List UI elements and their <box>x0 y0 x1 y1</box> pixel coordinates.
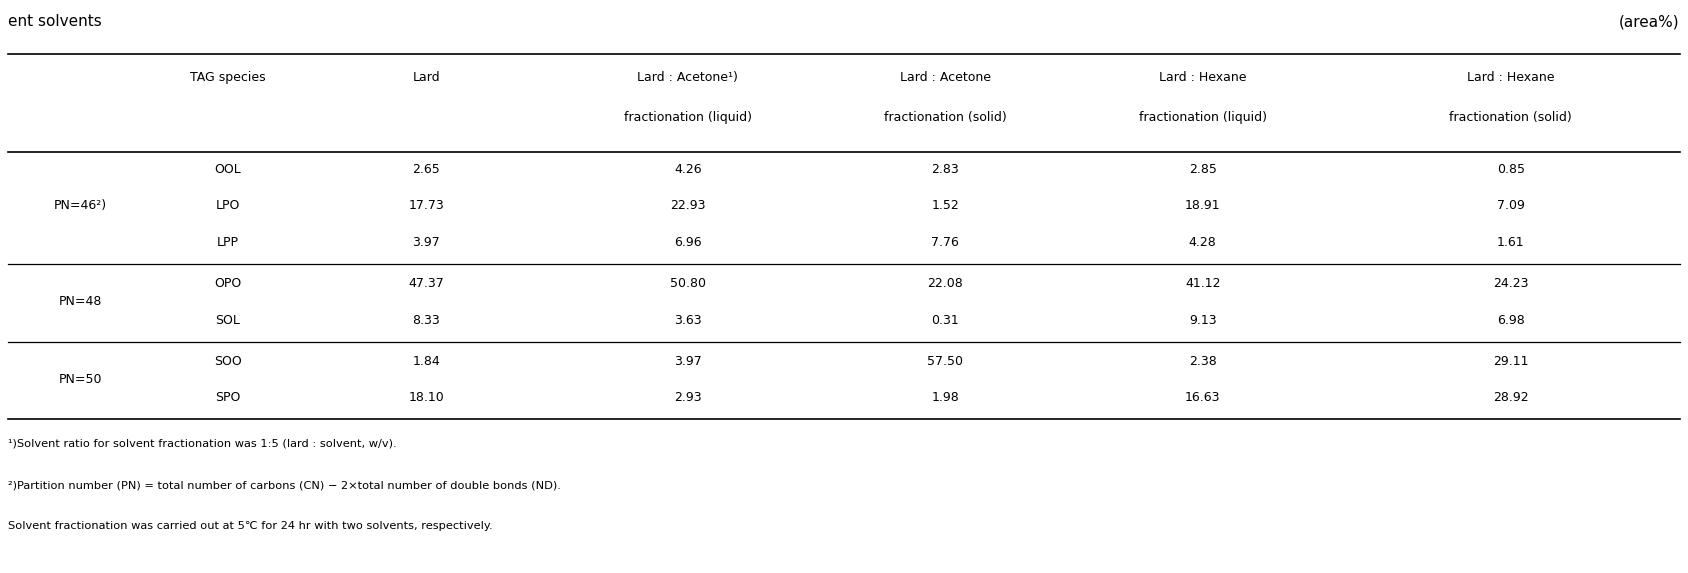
Text: 4.28: 4.28 <box>1188 236 1217 249</box>
Text: 18.91: 18.91 <box>1185 199 1220 213</box>
Text: 47.37: 47.37 <box>408 277 444 291</box>
Text: ¹)Solvent ratio for solvent fractionation was 1:5 (lard : solvent, w/v).: ¹)Solvent ratio for solvent fractionatio… <box>8 439 397 449</box>
Text: 8.33: 8.33 <box>412 313 441 327</box>
Text: fractionation (liquid): fractionation (liquid) <box>625 111 751 124</box>
Text: TAG species: TAG species <box>191 71 265 84</box>
Text: 1.52: 1.52 <box>932 199 959 213</box>
Text: 17.73: 17.73 <box>408 199 444 213</box>
Text: fractionation (solid): fractionation (solid) <box>885 111 1006 124</box>
Text: 3.97: 3.97 <box>412 236 441 249</box>
Text: 2.83: 2.83 <box>932 163 959 176</box>
Text: 1.98: 1.98 <box>932 391 959 405</box>
Text: 18.10: 18.10 <box>408 391 444 405</box>
Text: Solvent fractionation was carried out at 5℃ for 24 hr with two solvents, respect: Solvent fractionation was carried out at… <box>8 521 493 531</box>
Text: 41.12: 41.12 <box>1185 277 1220 291</box>
Text: 7.76: 7.76 <box>932 236 959 249</box>
Text: fractionation (solid): fractionation (solid) <box>1450 111 1572 124</box>
Text: 3.97: 3.97 <box>674 355 702 368</box>
Text: Lard: Lard <box>412 71 441 84</box>
Text: 6.96: 6.96 <box>674 236 702 249</box>
Text: LPP: LPP <box>216 236 240 249</box>
Text: PN=50: PN=50 <box>59 374 101 386</box>
Text: 2.38: 2.38 <box>1188 355 1217 368</box>
Text: 6.98: 6.98 <box>1497 313 1524 327</box>
Text: 1.84: 1.84 <box>412 355 441 368</box>
Text: SPO: SPO <box>214 391 241 405</box>
Text: 2.65: 2.65 <box>412 163 441 176</box>
Text: 22.93: 22.93 <box>670 199 706 213</box>
Text: 29.11: 29.11 <box>1492 355 1529 368</box>
Text: 9.13: 9.13 <box>1188 313 1217 327</box>
Text: Lard : Acetone: Lard : Acetone <box>900 71 991 84</box>
Text: 57.50: 57.50 <box>927 355 964 368</box>
Text: LPO: LPO <box>216 199 240 213</box>
Text: 0.85: 0.85 <box>1497 163 1524 176</box>
Text: 50.80: 50.80 <box>670 277 706 291</box>
Text: 28.92: 28.92 <box>1492 391 1529 405</box>
Text: 3.63: 3.63 <box>674 313 702 327</box>
Text: 0.31: 0.31 <box>932 313 959 327</box>
Text: Lard : Hexane: Lard : Hexane <box>1160 71 1246 84</box>
Text: OOL: OOL <box>214 163 241 176</box>
Text: fractionation (liquid): fractionation (liquid) <box>1139 111 1266 124</box>
Text: 2.85: 2.85 <box>1188 163 1217 176</box>
Text: 4.26: 4.26 <box>674 163 702 176</box>
Text: 2.93: 2.93 <box>674 391 702 405</box>
Text: 24.23: 24.23 <box>1492 277 1529 291</box>
Text: (area%): (area%) <box>1619 14 1680 29</box>
Text: SOO: SOO <box>214 355 241 368</box>
Text: 16.63: 16.63 <box>1185 391 1220 405</box>
Text: 7.09: 7.09 <box>1497 199 1524 213</box>
Text: ²)Partition number (PN) = total number of carbons (CN) − 2×total number of doubl: ²)Partition number (PN) = total number o… <box>8 480 562 490</box>
Text: ent solvents: ent solvents <box>8 14 103 29</box>
Text: Lard : Acetone¹): Lard : Acetone¹) <box>638 71 738 84</box>
Text: OPO: OPO <box>214 277 241 291</box>
Text: SOL: SOL <box>216 313 240 327</box>
Text: Lard : Hexane: Lard : Hexane <box>1467 71 1555 84</box>
Text: 1.61: 1.61 <box>1497 236 1524 249</box>
Text: 22.08: 22.08 <box>927 277 964 291</box>
Text: PN=46²): PN=46²) <box>54 199 106 213</box>
Text: PN=48: PN=48 <box>59 296 101 308</box>
